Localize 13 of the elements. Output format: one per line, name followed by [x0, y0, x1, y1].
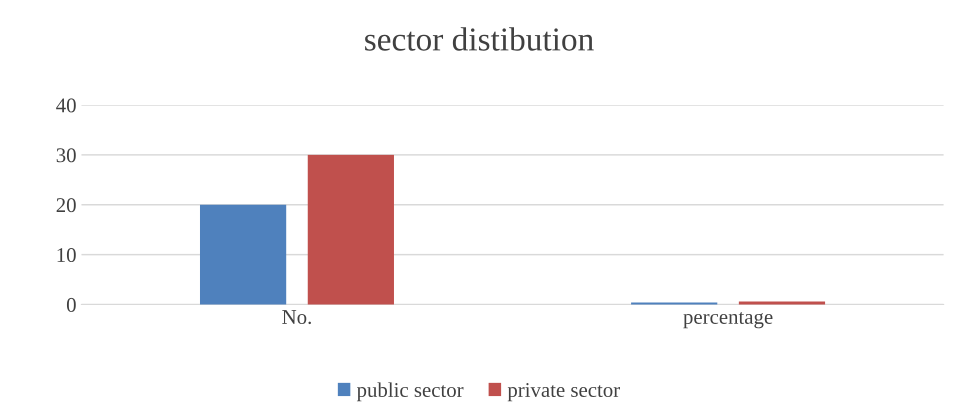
chart-title: sector distibution: [365, 27, 594, 51]
bar: [308, 154, 394, 304]
x-tick-label: No.: [282, 310, 311, 324]
y-tick-label: 40: [56, 98, 76, 112]
x-tick-label: percentage: [683, 312, 772, 328]
legend-label: private sector: [508, 383, 620, 402]
y-tick-label: 20: [56, 198, 76, 212]
bar: [738, 302, 826, 304]
legend-label: public sector: [356, 382, 464, 402]
y-tick-label: 10: [58, 248, 76, 262]
bar: [200, 204, 286, 304]
y-tick-label: 0: [66, 298, 76, 312]
y-tick-label: 30: [56, 148, 76, 162]
